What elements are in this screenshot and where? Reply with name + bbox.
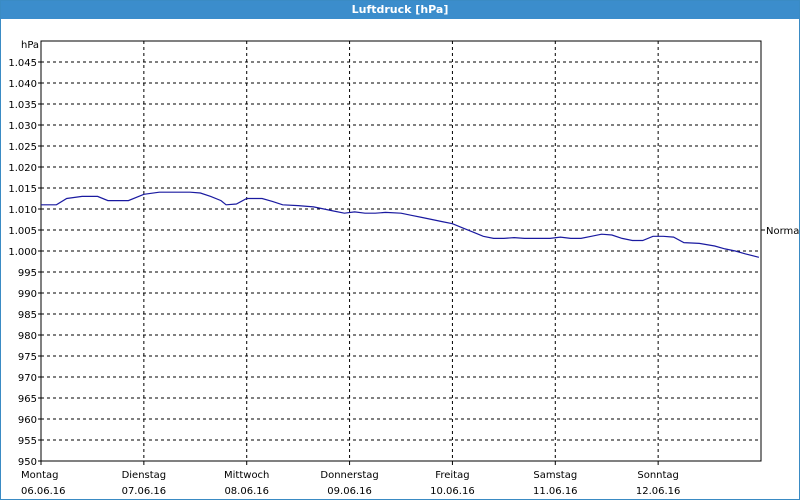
y-tick-label: 955 [18,436,37,447]
normal-reference: Normal [761,226,799,237]
y-tick-label: 1.020 [8,163,37,174]
y-tick-label: 1.045 [8,58,37,69]
x-tick-day: Dienstag [122,470,167,481]
x-tick-day: Sonntag [637,470,679,481]
y-tick-label: 1.005 [8,226,37,237]
y-tick-label: 980 [18,331,37,342]
x-tick-date: 09.06.16 [327,486,372,497]
y-tick-label: 985 [18,310,37,321]
normal-label: Normal [766,226,799,237]
y-tick-label: 1.000 [8,247,37,258]
y-axis-ticks: 950 955 960 965 970 975 980 985 990 995 1.000 1.005… [8,58,41,468]
window-title: Luftdruck [hPa] [1,1,799,19]
x-tick-date: 08.06.16 [224,486,269,497]
series-layer [41,191,760,258]
x-axis-ticks: Montag 06.06.16 Dienstag 07.06.16 Mittwoch 08… [21,461,680,497]
y-tick-label: 950 [18,457,37,468]
x-tick-date: 07.06.16 [122,486,167,497]
y-tick-label: 965 [18,394,37,405]
x-tick-day: Freitag [435,470,469,481]
y-tick-label: 970 [18,373,37,384]
y-tick-label: 1.015 [8,184,37,195]
x-tick-date: 10.06.16 [430,486,475,497]
y-tick-label: 1.030 [8,121,37,132]
x-tick-day: Donnerstag [320,470,378,481]
x-tick-date: 11.06.16 [533,486,578,497]
y-tick-label: 1.010 [8,205,37,216]
y-tick-label: 975 [18,352,37,363]
y-tick-label: 995 [18,268,37,279]
grid [41,41,761,461]
y-tick-label: 1.025 [8,142,37,153]
y-tick-label: 960 [18,415,37,426]
x-tick-day: Samstag [533,470,577,481]
y-tick-label: 1.040 [8,79,37,90]
y-tick-label: 990 [18,289,37,300]
y-axis-label: hPa [21,40,39,51]
x-tick-date: 06.06.16 [21,486,66,497]
x-tick-day: Montag [21,470,58,481]
x-tick-date: 12.06.16 [636,486,681,497]
pressure-line [41,191,760,258]
y-tick-label: 1.035 [8,100,37,111]
x-tick-day: Mittwoch [224,470,269,481]
